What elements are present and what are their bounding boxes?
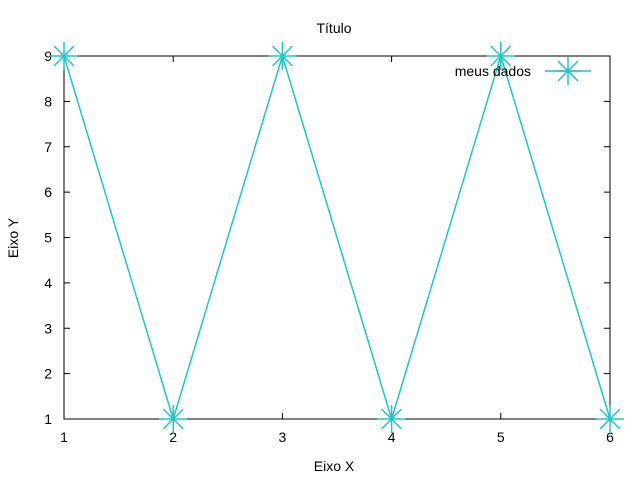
series-layer <box>50 42 624 433</box>
y-tick-label: 9 <box>44 48 52 64</box>
data-point-marker <box>268 42 297 70</box>
data-point-marker <box>486 42 515 70</box>
chart-title: Título <box>316 20 351 36</box>
x-axis-ticks: 1 2 3 4 5 6 <box>60 56 614 445</box>
y-tick-label: 7 <box>44 139 52 155</box>
x-tick-label: 1 <box>60 429 68 445</box>
x-tick-label: 2 <box>169 429 177 445</box>
y-tick-label: 3 <box>44 320 52 336</box>
data-point-marker <box>377 405 406 433</box>
x-tick-label: 4 <box>388 429 396 445</box>
y-tick-label: 8 <box>44 93 52 109</box>
data-point-marker <box>554 57 582 85</box>
legend-label: meus dados <box>455 63 531 79</box>
data-point-marker <box>159 405 188 433</box>
y-tick-label: 5 <box>44 230 52 246</box>
x-tick-label: 6 <box>606 429 614 445</box>
y-tick-label: 6 <box>44 184 52 200</box>
series-line <box>63 53 611 422</box>
y-axis-ticks: 1 2 3 4 5 6 7 8 9 <box>44 48 610 427</box>
legend: meus dados <box>455 57 591 85</box>
data-point-marker <box>596 405 624 433</box>
y-tick-label: 1 <box>44 411 52 427</box>
x-axis-label: Eixo X <box>314 458 355 474</box>
y-tick-label: 4 <box>44 275 52 291</box>
y-tick-label: 2 <box>44 366 52 382</box>
x-tick-label: 3 <box>279 429 287 445</box>
y-axis-label: Eixo Y <box>5 217 21 258</box>
x-tick-label: 5 <box>497 429 505 445</box>
legend-sample <box>545 57 591 85</box>
data-point-marker <box>50 42 78 70</box>
